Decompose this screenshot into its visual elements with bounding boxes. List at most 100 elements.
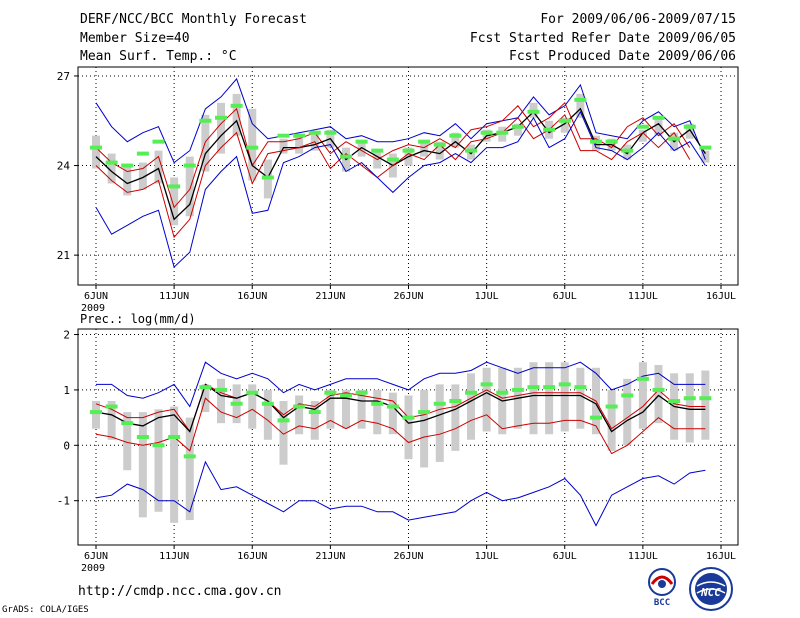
spread-box [529,362,538,435]
observed-marker [543,127,556,132]
ncc-logo-icon: NCC [689,567,733,611]
spread-box [170,406,179,523]
observed-marker [558,382,571,387]
spread-box [263,389,272,440]
observed-marker [511,387,524,392]
observed-marker [90,145,102,150]
y-tick-label: 24 [57,160,71,173]
observed-marker [590,415,602,420]
observed-marker [636,124,649,129]
observed-marker [293,133,306,138]
spread-box [467,373,475,440]
spread-box [638,362,647,429]
observed-marker [277,133,290,138]
observed-marker [168,435,181,439]
observed-marker [605,139,618,144]
observed-marker [136,151,149,156]
series-line-min [95,110,706,269]
x-tick-label: 11JUL [628,291,658,302]
observed-marker [230,401,243,406]
observed-marker [340,154,352,159]
observed-marker [574,97,587,102]
x-tick-label: 11JUN [159,291,189,302]
observed-marker [621,148,634,153]
figure-title: DERF/NCC/BCC Monthly Forecast [80,12,307,27]
x-tick-label: 6JUL [553,551,577,562]
observed-marker [215,387,227,392]
series-line-lower [95,113,691,239]
observed-marker [324,390,337,395]
observed-marker [261,175,274,180]
observed-marker [558,118,571,123]
spread-box [388,392,397,435]
observed-marker [652,115,665,120]
observed-marker [527,109,540,114]
observed-marker [246,390,259,395]
x-tick-label: 16JUL [706,551,736,562]
observed-marker [699,145,712,150]
observed-marker [355,390,368,395]
observed-marker [121,163,134,168]
observed-marker [465,148,477,153]
observed-marker [496,130,509,135]
spread-box [607,389,616,451]
spread-box [154,150,163,184]
observed-marker [402,415,415,420]
observed-marker [386,404,399,409]
series-line-lower [95,397,706,455]
spread-box [138,162,147,190]
observed-marker [433,142,446,147]
x-tick-label: 11JUN [159,551,189,562]
observed-marker [199,118,212,123]
spread-box [295,135,304,154]
observed-marker [121,421,134,426]
spread-box [482,367,491,432]
start-date: Fcst Started Refer Date 2009/06/05 [469,31,736,46]
x-tick-label: 11JUL [628,551,658,562]
x-tick-label: 1JUL [475,291,499,302]
spread-box [357,141,366,157]
spread-box [576,367,585,429]
observed-marker [543,385,556,390]
spread-box [154,409,163,512]
observed-marker [605,404,618,409]
observed-marker [355,139,368,144]
observed-marker [152,139,165,144]
y-tick-label: -1 [57,495,70,508]
observed-marker [371,148,384,153]
observed-marker [621,393,634,398]
y-tick-label: 21 [57,249,70,262]
observed-marker [496,390,509,395]
spread-box [310,401,319,440]
x-tick-label: 6JUN [84,551,108,562]
spread-box [248,384,257,429]
x-tick-label: 6JUN [84,291,108,302]
member-size: Member Size=40 [80,31,190,46]
observed-marker [293,404,306,409]
observed-marker [261,401,274,406]
bottom-panel-title: Prec.: log(mm/d) [80,312,196,326]
spread-box [576,93,585,118]
spread-box [279,401,288,465]
spread-box [185,417,194,521]
spread-box [279,138,288,154]
spread-box [420,389,429,468]
series-line-upper [95,101,691,209]
observed-marker [699,396,712,401]
x-tick-label: 6JUL [553,291,577,302]
spread-box [560,117,569,133]
observed-marker [90,410,102,415]
series-line-max [95,77,706,164]
top-panel-variable: Mean Surf. Temp.: °C [80,49,237,64]
observed-marker [668,399,681,403]
spread-box [451,384,460,451]
observed-marker [386,157,399,162]
source-url[interactable]: http://cmdp.ncc.cma.gov.cn [78,584,282,599]
spread-box [685,373,694,443]
spread-box [342,389,350,429]
observed-marker [465,390,477,395]
spread-box [373,389,382,435]
observed-marker [105,160,118,165]
year-label: 2009 [81,563,105,574]
